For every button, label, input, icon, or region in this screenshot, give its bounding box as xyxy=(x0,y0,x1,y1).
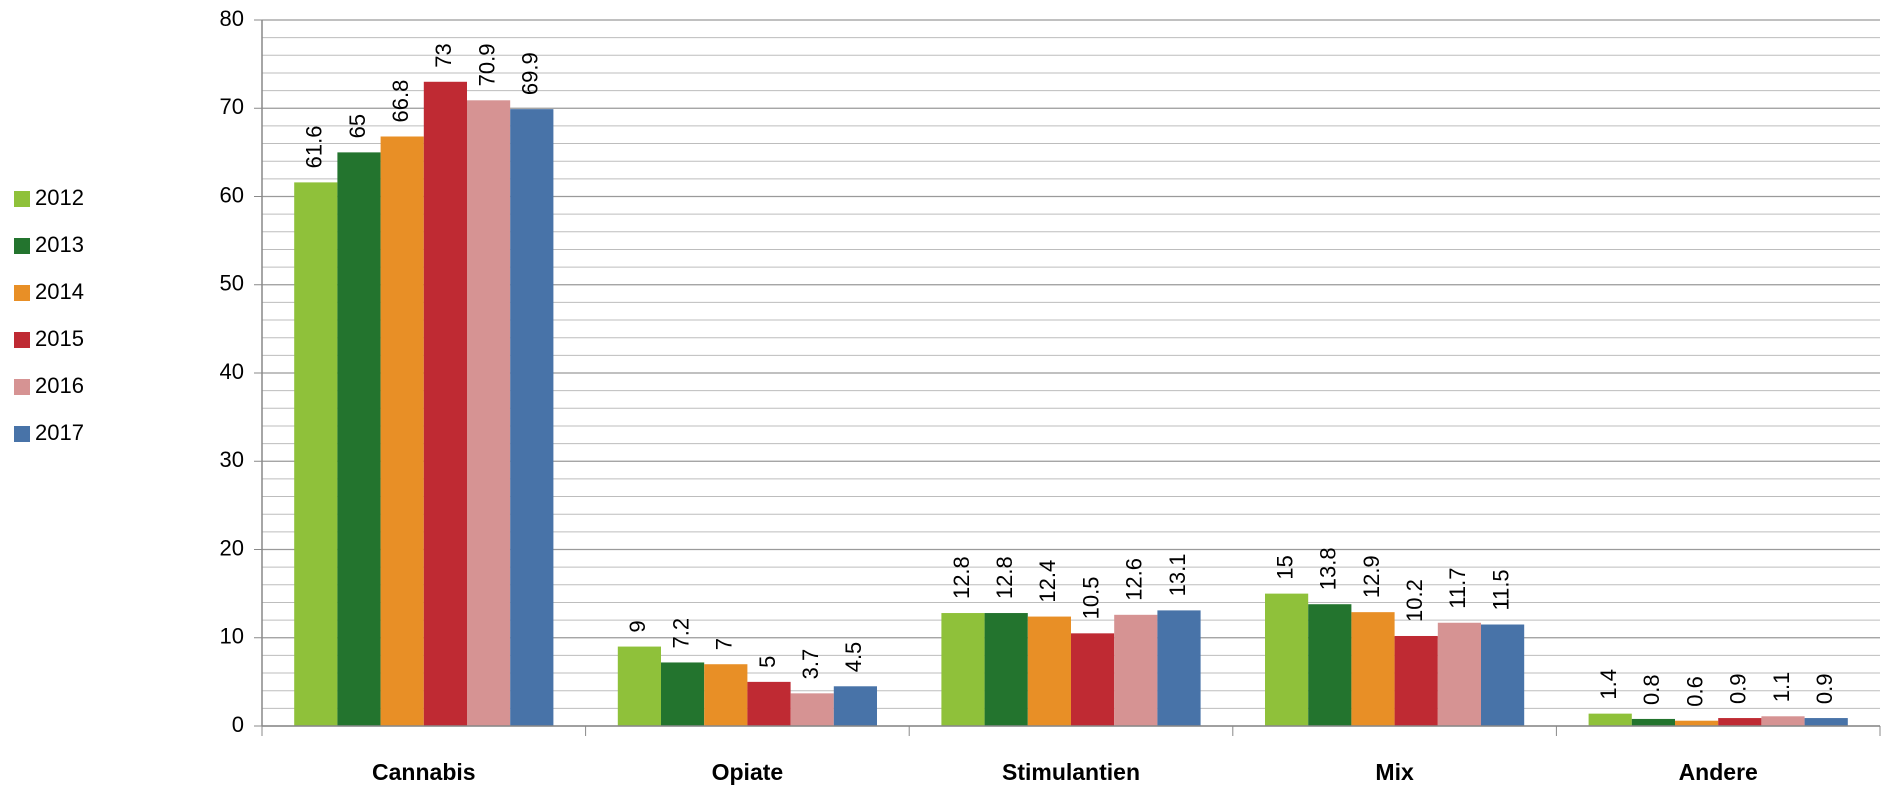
legend-swatch xyxy=(14,426,30,442)
y-tick-label: 10 xyxy=(220,624,244,649)
y-tick-label: 50 xyxy=(220,271,244,296)
data-label: 66.8 xyxy=(388,80,413,123)
y-tick-label: 20 xyxy=(220,535,244,560)
data-label: 12.8 xyxy=(992,556,1017,599)
x-tick-label: Stimulantien xyxy=(1002,759,1140,785)
legend-label: 2012 xyxy=(35,185,84,210)
bar xyxy=(510,109,554,726)
bar xyxy=(467,100,511,727)
data-label: 0.8 xyxy=(1639,674,1664,705)
legend-swatch xyxy=(14,191,30,207)
bar xyxy=(747,681,791,726)
data-label: 9 xyxy=(625,620,650,632)
bar xyxy=(1265,593,1309,726)
legend-swatch xyxy=(14,285,30,301)
data-label: 3.7 xyxy=(798,649,823,680)
data-label: 7.2 xyxy=(668,618,693,649)
data-label: 61.6 xyxy=(302,126,327,169)
data-label: 12.6 xyxy=(1122,558,1147,601)
bar xyxy=(380,136,424,727)
legend-label: 2017 xyxy=(35,420,84,445)
data-label: 13.1 xyxy=(1165,554,1190,597)
bar xyxy=(1761,716,1805,726)
data-label: 11.7 xyxy=(1445,568,1470,609)
bar xyxy=(661,662,705,726)
x-tick-label: Mix xyxy=(1375,759,1414,785)
data-label: 12.8 xyxy=(949,556,974,599)
y-tick-label: 60 xyxy=(220,182,244,207)
bar xyxy=(1157,610,1201,726)
legend-label: 2015 xyxy=(35,326,84,351)
data-label: 0.9 xyxy=(1812,673,1837,704)
bar xyxy=(1675,720,1719,726)
data-label: 13.8 xyxy=(1316,547,1341,590)
bar xyxy=(1071,633,1115,726)
legend-label: 2013 xyxy=(35,232,84,257)
x-tick-label: Andere xyxy=(1679,759,1758,785)
bar xyxy=(1394,635,1438,726)
data-label: 70.9 xyxy=(474,43,499,86)
y-tick-label: 70 xyxy=(220,94,244,119)
data-label: 0.9 xyxy=(1726,673,1751,704)
x-tick-label: Cannabis xyxy=(372,759,476,785)
bar xyxy=(1631,718,1675,726)
legend-swatch xyxy=(14,332,30,348)
data-label: 12.9 xyxy=(1359,555,1384,598)
legend-label: 2014 xyxy=(35,279,84,304)
bar xyxy=(1114,614,1158,726)
bar xyxy=(1718,718,1762,726)
y-tick-label: 40 xyxy=(220,359,244,384)
bar xyxy=(1804,718,1848,726)
bar xyxy=(790,693,834,726)
data-label: 15 xyxy=(1272,555,1297,579)
bar xyxy=(941,613,985,726)
y-tick-label: 30 xyxy=(220,447,244,472)
bar xyxy=(833,686,877,726)
data-label: 65 xyxy=(345,114,370,138)
data-label: 4.5 xyxy=(841,642,866,673)
bar xyxy=(617,646,661,726)
bar xyxy=(1351,612,1395,726)
data-label: 10.2 xyxy=(1402,579,1427,622)
data-label: 1.4 xyxy=(1596,669,1621,700)
data-label: 0.6 xyxy=(1682,676,1707,707)
data-label: 12.4 xyxy=(1035,560,1060,603)
bar xyxy=(1437,622,1481,726)
bar xyxy=(1588,713,1632,726)
x-tick-label: Opiate xyxy=(712,759,784,785)
bar xyxy=(1481,624,1525,726)
y-tick-label: 80 xyxy=(220,6,244,31)
legend-swatch xyxy=(14,379,30,395)
y-tick-label: 0 xyxy=(232,712,244,737)
bar xyxy=(294,182,338,726)
bar xyxy=(337,152,381,726)
data-label: 1.1 xyxy=(1769,672,1794,703)
bar xyxy=(423,81,467,726)
bar xyxy=(704,664,748,726)
data-label: 7 xyxy=(712,638,737,650)
bar xyxy=(1027,616,1071,726)
data-label: 5 xyxy=(755,656,780,668)
bar xyxy=(984,613,1028,726)
data-label: 73 xyxy=(431,43,456,67)
data-label: 10.5 xyxy=(1078,577,1103,620)
bar xyxy=(1308,604,1352,726)
data-label: 69.9 xyxy=(518,52,543,95)
data-label: 11.5 xyxy=(1488,569,1513,610)
legend-label: 2016 xyxy=(35,373,84,398)
legend-swatch xyxy=(14,238,30,254)
